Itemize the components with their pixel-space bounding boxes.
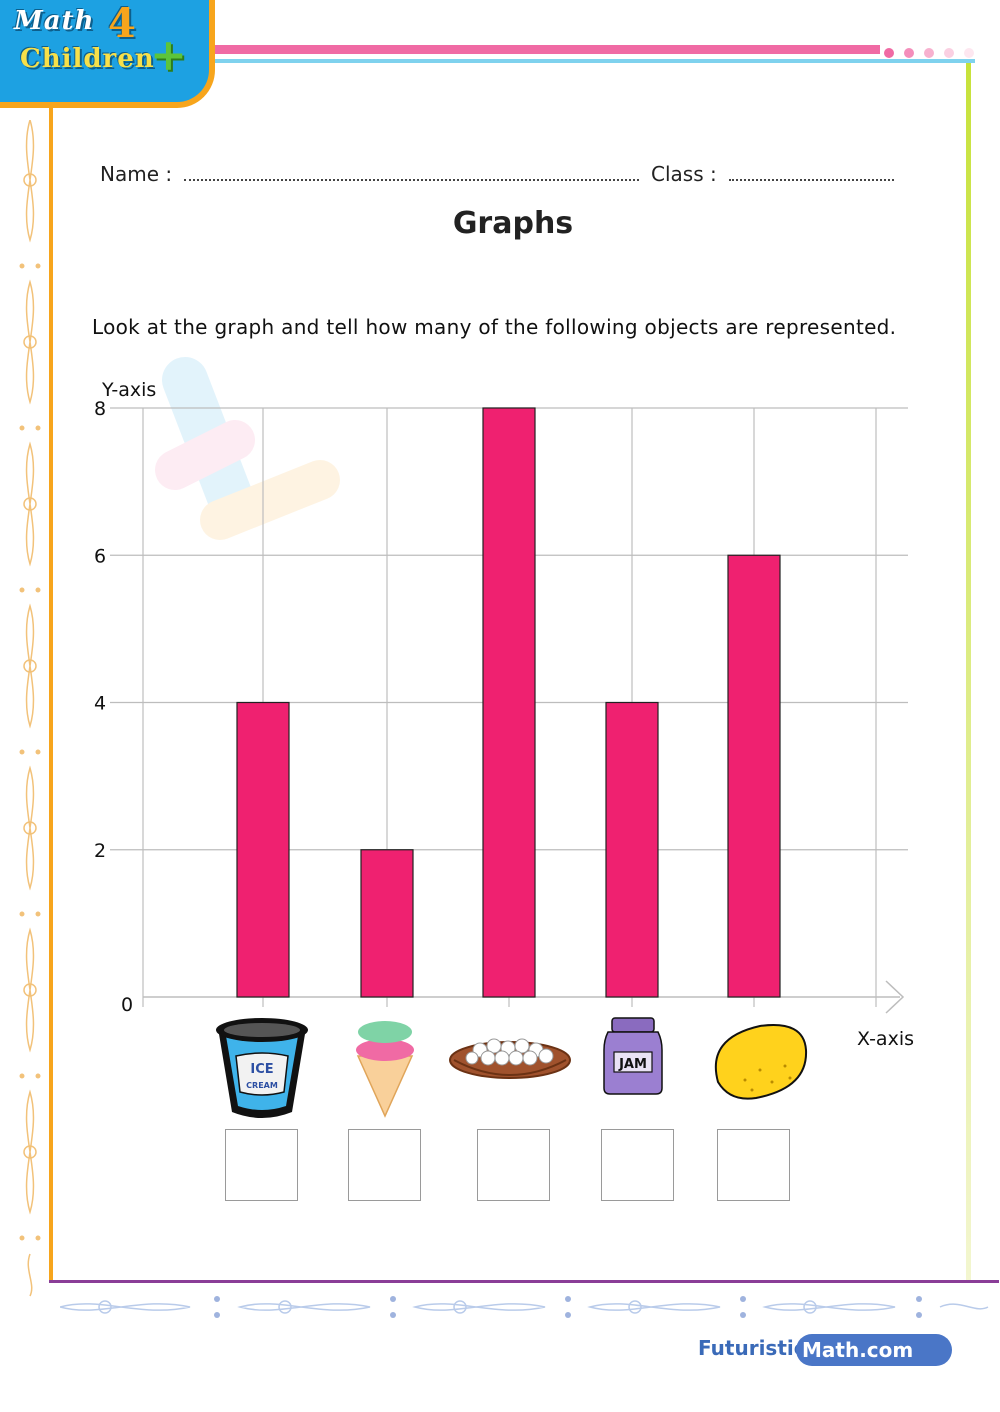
y-tick-label-0: 0: [121, 994, 133, 1016]
ice-cream-cone-icon: [356, 1021, 414, 1118]
bar-ice-cream-tub: [236, 701, 290, 998]
logo-number: 4: [108, 0, 137, 47]
bottom-purple-rule: [49, 1280, 999, 1283]
jar-label: JAM: [618, 1057, 647, 1072]
y-tick-labels: 0 2 4 6 8: [94, 398, 133, 1016]
tub-label-cream: CREAM: [246, 1081, 278, 1090]
bar-ice-cream-cone: [360, 849, 414, 998]
answer-box-4[interactable]: [601, 1129, 674, 1201]
class-label: Class :: [651, 162, 717, 186]
x-axis-label: X-axis: [857, 1028, 914, 1050]
logo-plus-icon: +: [150, 30, 188, 81]
answer-box-3[interactable]: [477, 1129, 550, 1201]
tub-label-ice: ICE: [250, 1062, 273, 1077]
bottom-ornament-border: [60, 1296, 989, 1318]
class-field-row: Class :: [651, 162, 895, 186]
name-label: Name :: [100, 162, 173, 186]
chart-bars: [236, 407, 781, 998]
y-axis-label: Y-axis: [101, 379, 156, 401]
watermark-logo: [155, 357, 340, 540]
ice-cream-tub-icon: ICE CREAM: [216, 1018, 308, 1118]
x-axis-arrow-icon: [885, 980, 905, 1014]
left-orange-rule: [49, 105, 53, 1283]
name-input-line[interactable]: [184, 163, 640, 181]
brand-text-math-com: Math.com: [796, 1334, 952, 1366]
y-tick-label-2: 2: [94, 840, 106, 862]
y-tick-label-4: 4: [94, 693, 106, 715]
name-field-row: Name :: [100, 162, 640, 186]
top-dots-decoration: [884, 43, 984, 62]
bar-lemon: [727, 554, 781, 998]
y-tick-label-8: 8: [94, 398, 106, 420]
jam-jar-icon: JAM: [603, 1017, 663, 1095]
answer-box-2[interactable]: [348, 1129, 421, 1201]
top-pink-rule: [215, 45, 880, 54]
class-input-line[interactable]: [729, 163, 895, 181]
answer-box-5[interactable]: [717, 1129, 790, 1201]
lemon-icon: [714, 1024, 808, 1100]
bar-jam-jar: [605, 701, 659, 998]
egg-nest-icon: [449, 1038, 571, 1079]
instruction-text: Look at the graph and tell how many of t…: [92, 315, 897, 339]
y-tick-label-6: 6: [94, 545, 106, 567]
page-title: Graphs: [452, 206, 574, 241]
bar-nest-of-eggs: [482, 407, 536, 998]
top-blue-rule: [215, 59, 975, 63]
site-logo: Math Children 4 +: [0, 0, 215, 108]
brand-text-futuristic: Futuristic: [698, 1336, 806, 1360]
answer-box-1[interactable]: [225, 1129, 298, 1201]
logo-text-math: Math: [14, 6, 95, 36]
left-ornament-border: [19, 120, 41, 1297]
logo-text-children: Children: [20, 44, 155, 74]
right-green-rule: [966, 63, 971, 1281]
